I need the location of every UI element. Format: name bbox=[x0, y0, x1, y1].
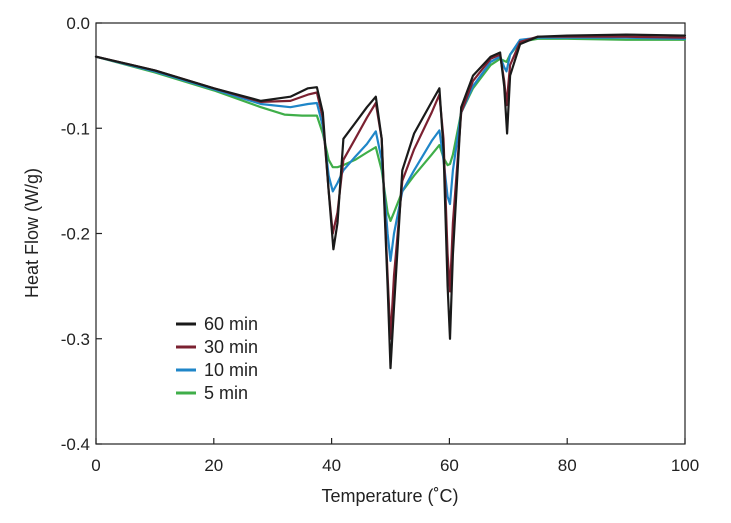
series-line-5-min bbox=[94, 37, 687, 222]
series-lines bbox=[94, 33, 687, 370]
series-line-60-min bbox=[94, 33, 687, 370]
legend-label: 10 min bbox=[204, 360, 258, 380]
y-tick-label: -0.1 bbox=[61, 119, 90, 138]
axis-ticks bbox=[95, 22, 686, 445]
plot-frame bbox=[95, 22, 686, 445]
legend: 60 min 30 min 10 min 5 min bbox=[176, 314, 258, 403]
axis-tick-labels: 0 20 40 60 80 100 0.0 -0.1 -0.2 -0.3 -0.4 bbox=[61, 14, 699, 475]
x-tick-label: 60 bbox=[440, 456, 459, 475]
legend-label: 30 min bbox=[204, 337, 258, 357]
y-tick-label: -0.4 bbox=[61, 435, 90, 454]
series-line-10-min bbox=[94, 36, 687, 262]
x-axis-title: Temperature (˚C) bbox=[321, 486, 458, 506]
legend-label: 60 min bbox=[204, 314, 258, 334]
y-tick-label: 0.0 bbox=[66, 14, 90, 33]
y-axis-title: Heat Flow (W/g) bbox=[22, 168, 42, 298]
x-tick-label: 80 bbox=[558, 456, 577, 475]
legend-label: 5 min bbox=[204, 383, 248, 403]
x-tick-label: 40 bbox=[322, 456, 341, 475]
y-tick-label: -0.2 bbox=[61, 225, 90, 244]
x-tick-label: 0 bbox=[91, 456, 100, 475]
y-tick-label: -0.3 bbox=[61, 330, 90, 349]
x-tick-label: 100 bbox=[671, 456, 699, 475]
x-tick-label: 20 bbox=[204, 456, 223, 475]
